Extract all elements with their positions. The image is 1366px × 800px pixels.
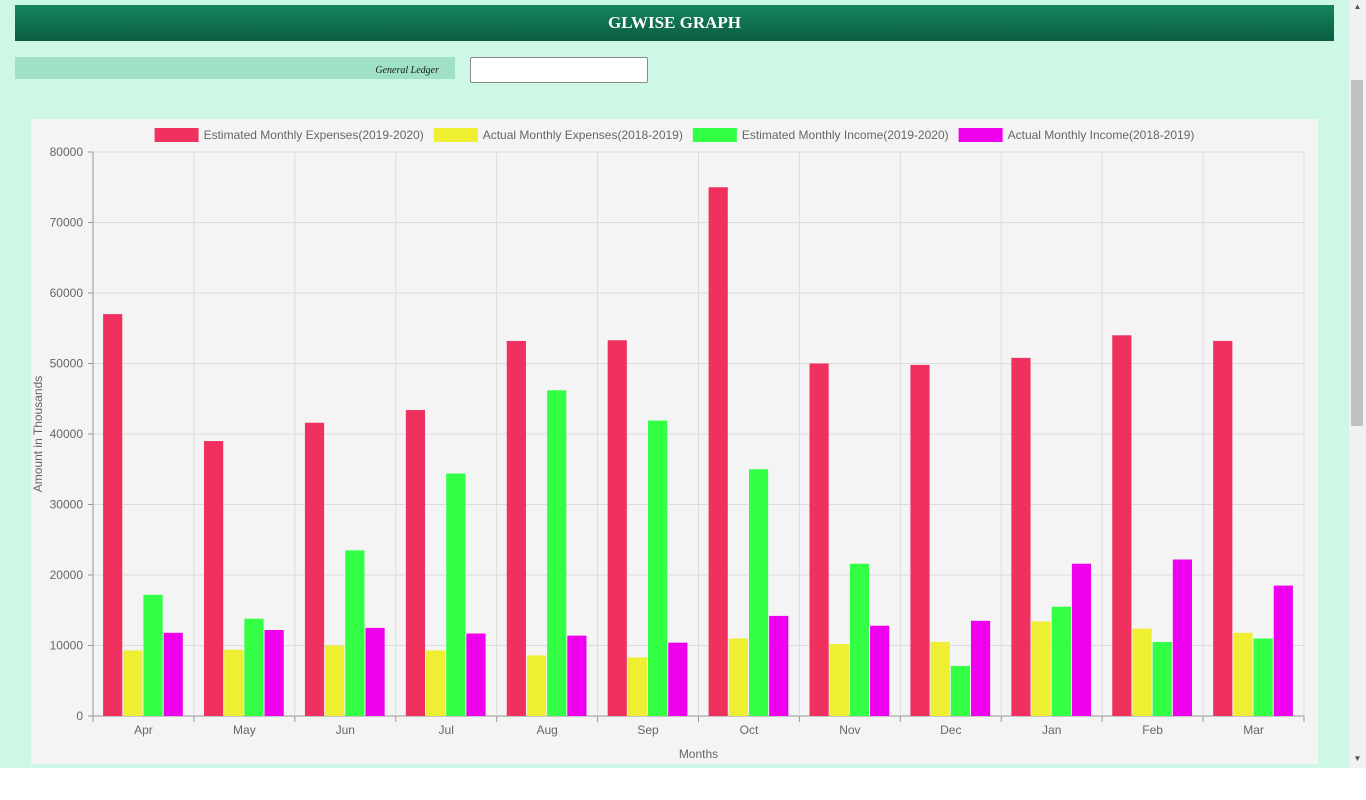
- scrollbar-thumb[interactable]: [1351, 80, 1363, 426]
- bar: [849, 563, 870, 716]
- legend-label: Actual Monthly Income(2018-2019): [1008, 128, 1195, 142]
- bar: [526, 655, 547, 716]
- legend-swatch: [154, 128, 199, 142]
- chart-bars: [103, 187, 1293, 716]
- general-ledger-input[interactable]: [470, 57, 648, 83]
- bar: [627, 657, 648, 716]
- bar: [829, 644, 849, 716]
- bar: [1011, 357, 1031, 716]
- y-tick-label: 70000: [50, 216, 84, 230]
- bar: [1273, 585, 1293, 716]
- bottom-strip: [0, 768, 1366, 800]
- x-tick-label: Mar: [1243, 723, 1264, 737]
- y-tick-label: 0: [76, 709, 83, 723]
- bar: [950, 665, 970, 716]
- x-tick-label: Nov: [839, 723, 860, 737]
- general-ledger-label-box: General Ledger: [15, 57, 455, 79]
- y-tick-label: 10000: [50, 639, 84, 653]
- bar: [769, 615, 789, 716]
- x-tick-label: Jun: [336, 723, 355, 737]
- x-tick-label: Sep: [637, 723, 659, 737]
- page-header: GLWISE GRAPH: [15, 5, 1334, 41]
- bar: [224, 649, 244, 716]
- y-tick-label: 40000: [50, 427, 84, 441]
- bar: [365, 627, 385, 716]
- bar: [748, 469, 769, 716]
- bar: [870, 625, 890, 716]
- bar: [325, 645, 345, 716]
- bar: [244, 618, 264, 716]
- x-tick-label: Jul: [439, 723, 454, 737]
- bar: [728, 638, 748, 716]
- bar: [930, 641, 950, 716]
- bar-chart: Estimated Monthly Expenses(2019-2020) Act…: [31, 128, 1305, 761]
- bar: [1253, 638, 1273, 716]
- bar: [1051, 606, 1071, 716]
- bar: [163, 632, 183, 716]
- legend-label: Estimated Monthly Expenses(2019-2020): [204, 128, 424, 142]
- chart-container: Estimated Monthly Expenses(2019-2020) Act…: [31, 119, 1318, 764]
- legend-swatch: [433, 128, 478, 142]
- x-tick-label: Dec: [940, 723, 961, 737]
- bar: [607, 340, 627, 716]
- bar: [446, 473, 466, 716]
- bar: [1233, 632, 1253, 716]
- y-tick-label: 50000: [50, 357, 84, 371]
- bar: [204, 441, 224, 716]
- bar: [547, 390, 567, 716]
- y-axis-title: Amount in Thousands: [31, 376, 45, 493]
- page-title: GLWISE GRAPH: [607, 13, 742, 32]
- x-tick-label: Aug: [536, 723, 557, 737]
- bar: [103, 314, 123, 716]
- bar: [910, 364, 930, 716]
- bar: [1152, 641, 1172, 716]
- bar: [1213, 340, 1233, 716]
- x-tick-label: Apr: [134, 723, 153, 737]
- bar: [123, 650, 143, 716]
- bar: [1132, 628, 1152, 716]
- x-tick-label: Jan: [1042, 723, 1061, 737]
- page-viewport: GLWISE GRAPH General Ledger Estimated Mo…: [0, 0, 1349, 768]
- legend-swatch: [958, 128, 1003, 142]
- chart-grid: [92, 151, 1305, 717]
- y-tick-label: 30000: [50, 498, 84, 512]
- bar: [1172, 559, 1192, 716]
- legend-label: Estimated Monthly Income(2019-2020): [742, 128, 949, 142]
- bar: [143, 594, 163, 716]
- bar: [466, 633, 486, 716]
- bar: [648, 420, 668, 716]
- y-tick-label: 60000: [50, 286, 84, 300]
- bar: [405, 410, 426, 716]
- bar: [1112, 335, 1132, 716]
- bar: [809, 363, 829, 716]
- bar: [264, 629, 284, 716]
- bar: [426, 650, 446, 716]
- chart-axes: 0 10000 20000 30000 40000 50000 60000 70000 8000…: [50, 145, 1305, 737]
- vertical-scrollbar[interactable]: ▲ ▼: [1349, 0, 1366, 768]
- bar: [567, 635, 587, 716]
- general-ledger-label: General Ledger: [375, 65, 439, 76]
- bar: [304, 422, 325, 716]
- bar: [1071, 563, 1092, 716]
- y-tick-label: 20000: [50, 568, 84, 582]
- bar: [1031, 621, 1051, 716]
- legend-label: Actual Monthly Expenses(2018-2019): [483, 128, 683, 142]
- scroll-up-icon[interactable]: ▲: [1353, 2, 1362, 11]
- bar: [708, 187, 728, 716]
- bar: [668, 642, 688, 716]
- bar: [506, 340, 526, 716]
- scroll-down-icon[interactable]: ▼: [1353, 754, 1362, 763]
- x-tick-label: May: [233, 723, 256, 737]
- legend-swatch: [692, 128, 737, 142]
- x-axis-title: Months: [679, 747, 718, 761]
- y-tick-label: 80000: [50, 145, 84, 159]
- chart-legend: Estimated Monthly Expenses(2019-2020) Act…: [154, 128, 1195, 142]
- bar: [345, 550, 365, 716]
- x-tick-label: Oct: [740, 723, 759, 737]
- bar: [970, 620, 991, 716]
- x-tick-label: Feb: [1142, 723, 1163, 737]
